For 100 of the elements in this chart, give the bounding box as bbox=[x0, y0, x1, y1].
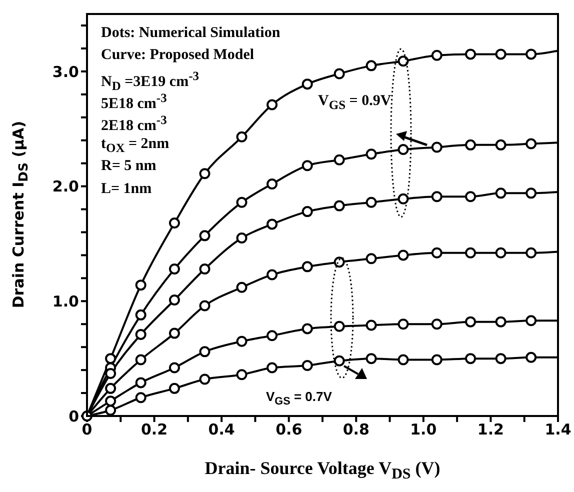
point bbox=[465, 247, 476, 258]
point bbox=[465, 316, 476, 328]
point bbox=[236, 336, 248, 347]
point bbox=[366, 320, 377, 331]
point bbox=[236, 196, 248, 208]
point bbox=[168, 362, 180, 374]
point bbox=[465, 139, 476, 150]
point bbox=[526, 138, 537, 150]
point bbox=[135, 309, 146, 320]
point bbox=[266, 178, 278, 190]
point bbox=[302, 160, 313, 172]
point bbox=[465, 353, 476, 364]
point bbox=[526, 188, 537, 199]
x-tick-label: 1.2 bbox=[477, 420, 504, 439]
point bbox=[465, 48, 476, 60]
point bbox=[495, 48, 506, 60]
point bbox=[302, 206, 313, 218]
point bbox=[495, 353, 506, 364]
point bbox=[302, 360, 313, 371]
annotation: V$_{GS}$ = 0.9V bbox=[318, 93, 392, 112]
y-tick-label: 2.0 bbox=[52, 178, 79, 196]
point bbox=[366, 353, 377, 364]
point bbox=[334, 200, 345, 212]
annotation: L= 1nm bbox=[101, 181, 152, 197]
point bbox=[236, 369, 248, 380]
point bbox=[266, 362, 278, 374]
point bbox=[135, 377, 146, 388]
point bbox=[398, 144, 409, 156]
point bbox=[199, 263, 210, 274]
point bbox=[135, 280, 146, 291]
point bbox=[105, 353, 116, 364]
point bbox=[334, 154, 345, 166]
x-tick-label: 1.0 bbox=[410, 420, 437, 439]
point bbox=[199, 168, 210, 180]
annotation: N$_{D}$ =3E19 cm$^{-3}$ bbox=[101, 69, 200, 93]
point bbox=[431, 191, 442, 202]
y-tick-label: 3.0 bbox=[52, 62, 79, 81]
point bbox=[334, 355, 345, 366]
point bbox=[334, 68, 345, 80]
point bbox=[526, 352, 537, 363]
point bbox=[105, 382, 116, 394]
point bbox=[266, 99, 278, 110]
point bbox=[168, 294, 180, 306]
y-tick-label: 1.0 bbox=[52, 292, 79, 310]
annotation: R= 5 nm bbox=[101, 158, 156, 174]
point bbox=[334, 256, 345, 268]
x-tick-label: 0.4 bbox=[208, 420, 235, 439]
point bbox=[495, 139, 506, 150]
point bbox=[431, 247, 442, 258]
point bbox=[398, 250, 409, 261]
point bbox=[526, 315, 537, 326]
point bbox=[398, 56, 409, 67]
point bbox=[526, 48, 537, 60]
annotation: t$_{OX}$ = 2nm bbox=[101, 136, 170, 155]
point bbox=[236, 131, 248, 142]
point bbox=[168, 263, 180, 274]
point bbox=[236, 232, 248, 244]
point bbox=[199, 346, 210, 358]
point bbox=[168, 328, 180, 339]
point bbox=[199, 230, 210, 242]
point bbox=[431, 318, 442, 330]
point bbox=[135, 392, 146, 404]
point bbox=[199, 300, 210, 312]
x-axis-title: Drain- Source Voltage V$_{DS}$ (V) bbox=[204, 458, 442, 484]
annotation: 2E18 cm$^{-3}$ bbox=[101, 113, 167, 134]
x-tick-label: 1.4 bbox=[544, 420, 572, 439]
point bbox=[302, 323, 313, 334]
y-tick-label: 0 bbox=[68, 407, 79, 426]
point bbox=[105, 368, 116, 380]
x-tick-label: 0.2 bbox=[140, 420, 168, 439]
point bbox=[398, 354, 409, 366]
point bbox=[105, 404, 116, 416]
point bbox=[465, 191, 476, 202]
annotation: Dots: Numerical Simulation bbox=[101, 25, 280, 41]
point bbox=[334, 320, 345, 332]
annotation: Curve: Proposed Model bbox=[101, 47, 254, 63]
point bbox=[135, 354, 146, 366]
point bbox=[526, 247, 537, 258]
point bbox=[266, 218, 278, 230]
point bbox=[431, 50, 442, 61]
point bbox=[302, 261, 313, 272]
point bbox=[366, 253, 377, 264]
point bbox=[266, 330, 278, 342]
point bbox=[495, 188, 506, 199]
annotation: V$_{GS}$ = 0.7V bbox=[266, 389, 332, 408]
point bbox=[199, 374, 210, 385]
point bbox=[366, 148, 377, 160]
x-tick-label: 0 bbox=[82, 420, 92, 439]
point bbox=[168, 382, 180, 394]
annotation: 5E18 cm$^{-3}$ bbox=[101, 91, 167, 112]
point bbox=[266, 269, 278, 280]
point bbox=[398, 193, 409, 204]
point bbox=[302, 78, 313, 90]
point bbox=[366, 60, 377, 72]
x-tick-label: 0.8 bbox=[342, 420, 370, 439]
point bbox=[398, 318, 409, 330]
point bbox=[431, 354, 442, 366]
point bbox=[105, 396, 116, 407]
point bbox=[135, 328, 146, 340]
point bbox=[495, 247, 506, 258]
